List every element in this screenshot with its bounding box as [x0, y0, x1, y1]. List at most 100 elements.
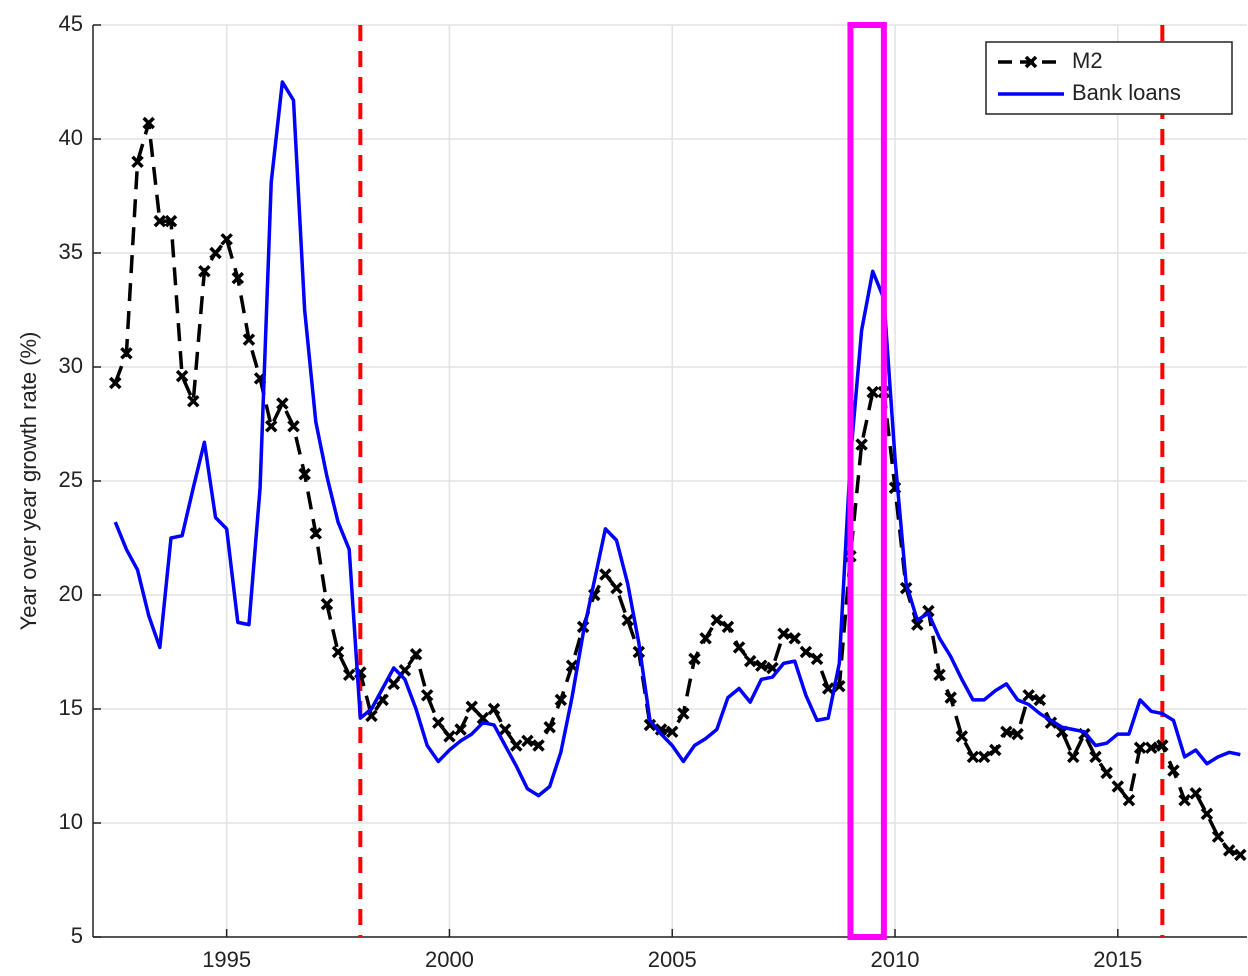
legend-label: M2 — [1072, 48, 1103, 73]
marker-stroke — [1044, 716, 1058, 729]
marker-stroke — [911, 618, 924, 631]
x-tick-label: 2015 — [1093, 947, 1142, 972]
marker — [1178, 793, 1191, 807]
highlight-box — [847, 22, 887, 940]
marker — [543, 721, 556, 734]
marker-stroke — [120, 347, 133, 360]
marker-stroke — [109, 376, 122, 390]
marker — [476, 711, 490, 725]
marker — [109, 376, 122, 390]
marker-stroke — [164, 214, 178, 228]
marker — [599, 568, 612, 581]
marker — [788, 632, 801, 645]
marker-stroke — [387, 677, 400, 691]
marker-stroke — [209, 246, 222, 260]
marker-stroke — [1222, 844, 1236, 857]
marker-stroke — [955, 730, 969, 743]
marker — [120, 347, 133, 360]
marker — [1234, 848, 1247, 862]
marker — [911, 618, 924, 631]
marker-stroke — [799, 645, 813, 659]
marker-stroke — [1200, 807, 1214, 821]
marker — [955, 730, 969, 743]
marker-stroke — [131, 155, 144, 169]
marker-stroke — [342, 668, 356, 682]
marker-stroke — [665, 725, 679, 739]
marker — [855, 438, 868, 451]
legend-box — [985, 41, 1233, 115]
x-tick-label: 2010 — [871, 947, 920, 972]
marker — [264, 420, 278, 433]
legend-label: Bank loans — [1072, 80, 1181, 105]
marker-stroke — [821, 682, 835, 695]
y-tick-label: 45 — [59, 11, 83, 36]
marker-stroke — [654, 723, 668, 736]
marker-stroke — [1211, 830, 1225, 843]
marker-stroke — [510, 739, 523, 752]
marker — [309, 527, 323, 540]
y-tick-label: 25 — [59, 467, 83, 492]
marker — [164, 214, 178, 228]
marker-stroke — [142, 116, 155, 130]
marker — [1000, 725, 1013, 739]
marker-stroke — [264, 420, 278, 433]
marker — [654, 723, 668, 736]
marker-stroke — [465, 700, 478, 713]
marker-stroke — [220, 233, 233, 246]
marker — [610, 581, 623, 595]
marker-stroke — [610, 581, 623, 595]
marker-stroke — [521, 734, 534, 748]
marker — [1211, 830, 1225, 843]
marker — [799, 645, 813, 659]
marker-stroke — [309, 527, 323, 540]
marker — [287, 420, 300, 433]
marker — [1066, 750, 1080, 764]
marker — [131, 155, 144, 169]
marker-stroke — [543, 721, 556, 734]
marker-stroke — [833, 679, 846, 693]
marker-stroke — [599, 568, 612, 581]
marker-stroke — [231, 271, 245, 285]
marker — [554, 693, 568, 707]
marker-stroke — [788, 632, 801, 645]
marker-stroke — [710, 613, 724, 627]
y-tick-label: 10 — [59, 809, 83, 834]
marker-stroke — [989, 743, 1002, 757]
marker-stroke — [1111, 780, 1125, 793]
marker — [510, 739, 523, 752]
marker — [153, 214, 167, 228]
y-tick-label: 30 — [59, 353, 83, 378]
marker — [710, 613, 724, 627]
marker — [420, 689, 434, 702]
marker — [465, 700, 478, 713]
marker — [933, 668, 946, 682]
marker — [1033, 693, 1047, 707]
marker-stroke — [1000, 725, 1013, 739]
marker-stroke — [1122, 793, 1136, 807]
marker-stroke — [1066, 750, 1080, 764]
marker-stroke — [766, 661, 779, 675]
marker-stroke — [1234, 848, 1247, 862]
marker — [409, 648, 423, 661]
marker-stroke — [365, 709, 378, 723]
marker-stroke — [1133, 741, 1147, 754]
y-tick-label: 20 — [59, 581, 83, 606]
marker-stroke — [1024, 55, 1038, 69]
marker-stroke — [866, 385, 879, 399]
marker-stroke — [810, 652, 824, 666]
series-line — [113, 121, 1241, 857]
marker-stroke — [855, 438, 868, 451]
y-tick-label: 15 — [59, 695, 83, 720]
marker-stroke — [298, 467, 311, 481]
marker-stroke — [1089, 750, 1102, 764]
marker-stroke — [1156, 739, 1169, 752]
marker — [732, 641, 746, 654]
marker — [1189, 787, 1202, 800]
marker — [320, 597, 334, 611]
marker-stroke — [933, 668, 946, 682]
marker-stroke — [1100, 766, 1113, 780]
marker — [944, 691, 957, 704]
marker-stroke — [331, 645, 345, 659]
y-axis-label: Year over year growth rate (%) — [16, 332, 41, 631]
